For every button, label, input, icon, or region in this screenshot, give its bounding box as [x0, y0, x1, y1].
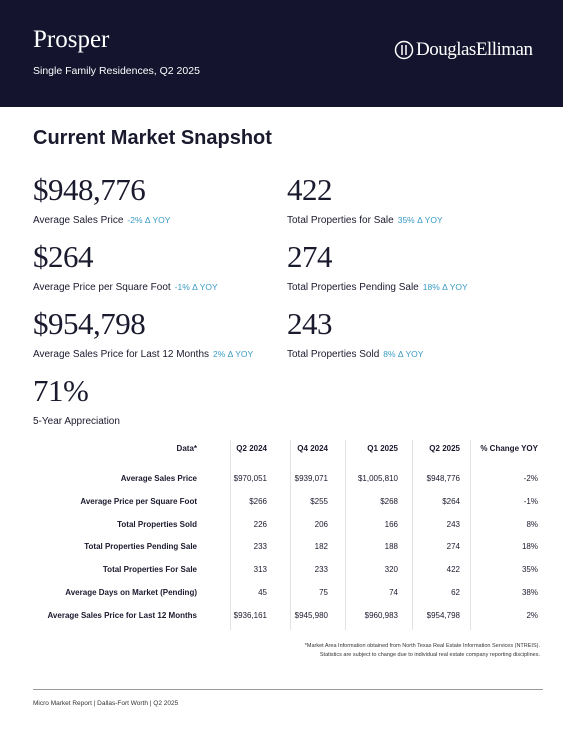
metric-value: $264: [33, 239, 94, 274]
table-header: Q1 2025: [367, 444, 398, 453]
metric-label: Average Sales Price: [33, 215, 124, 226]
metric-change: -1% Δ YOY: [174, 282, 218, 292]
table-cell: 274: [446, 542, 460, 552]
table-cell: 8%: [526, 519, 538, 529]
table-cell: $936,161: [233, 610, 267, 620]
metric-label: Total Properties Pending Sale: [287, 282, 419, 293]
row-label: Average Days on Market (Pending): [65, 588, 197, 597]
footer-rule: [33, 689, 543, 690]
table-cell: $954,798: [426, 610, 460, 620]
metric-label: Average Sales Price for Last 12 Months: [33, 349, 210, 360]
table-cell: 206: [314, 519, 328, 529]
table-header: % Change YOY: [480, 444, 538, 453]
metric-label-row: Average Sales Price for Last 12 Months 2%…: [33, 344, 253, 362]
metric-change: 35% Δ YOY: [397, 215, 443, 225]
table-cell: 45: [258, 588, 267, 597]
header-band: [0, 0, 563, 107]
logo-icon: [394, 40, 414, 60]
brand: DouglasElliman: [416, 39, 533, 60]
row-label: Average Sales Price for Last 12 Months: [47, 610, 197, 620]
column-separator: [412, 440, 413, 630]
title: Prosper: [33, 26, 110, 53]
footer: Micro Market Report | Dallas-Fort Worth …: [33, 700, 179, 707]
table-cell: 182: [314, 542, 328, 552]
table-header: Q2 2024: [236, 444, 267, 453]
table-cell: 243: [446, 519, 460, 529]
row-label: Total Properties For Sale: [102, 565, 197, 575]
column-separator: [290, 440, 291, 630]
column-separator: [230, 440, 231, 630]
section-title: Current Market Snapshot: [33, 127, 272, 149]
metric-label-row: Total Properties Pending Sale 18% Δ YOY: [287, 277, 468, 295]
row-label: Average Sales Price: [120, 474, 197, 483]
metric-label: Total Properties for Sale: [287, 215, 394, 226]
column-separator: [345, 440, 346, 630]
table-cell: 62: [451, 588, 460, 597]
metric-label-row: Average Sales Price -2% Δ YOY: [33, 210, 170, 228]
table-cell: $255: [310, 496, 328, 506]
table-cell: 35%: [521, 565, 538, 575]
metric-value: $954,798: [33, 306, 146, 341]
table-cell: $268: [380, 496, 398, 506]
table-cell: 74: [389, 588, 398, 597]
table-header: Data*: [176, 444, 197, 453]
table-cell: 75: [319, 588, 328, 597]
table-cell: $945,980: [294, 610, 328, 620]
metric-value: $948,776: [33, 172, 146, 207]
metric-value: 71%: [33, 373, 89, 408]
metric-change: 8% Δ YOY: [383, 349, 424, 359]
metric-label-row: Total Properties Sold 8% Δ YOY: [287, 344, 423, 362]
metric-label-row: Total Properties for Sale 35% Δ YOY: [287, 210, 443, 228]
table-cell: $264: [442, 496, 460, 506]
row-label: Average Price per Square Foot: [80, 496, 197, 506]
table-cell: 18%: [521, 542, 538, 552]
metric-label: Average Price per Square Foot: [33, 282, 171, 293]
table-cell: $266: [249, 496, 267, 506]
metric-value: 274: [287, 239, 333, 274]
table-cell: $960,983: [364, 610, 398, 620]
footnote-1: *Market Area Information obtained from N…: [304, 643, 540, 649]
table-cell: 422: [446, 565, 460, 575]
table-cell: -1%: [523, 496, 538, 506]
metric-change: 18% Δ YOY: [422, 282, 468, 292]
table-cell: 166: [384, 519, 398, 529]
table-cell: $939,071: [294, 474, 328, 483]
table-cell: -2%: [523, 474, 538, 483]
table-cell: 226: [253, 519, 267, 529]
metric-value: 243: [287, 306, 333, 341]
row-label: Total Properties Sold: [117, 519, 197, 529]
metric-label-row: 5-Year Appreciation: [33, 411, 120, 429]
metric-label: Total Properties Sold: [287, 349, 380, 360]
metric-label-row: Average Price per Square Foot -1% Δ YOY: [33, 277, 218, 295]
table-cell: $1,005,810: [357, 474, 398, 483]
table-cell: 188: [384, 542, 398, 552]
footnote-2: Statistics are subject to change due to …: [319, 652, 540, 658]
metric-change: 2% Δ YOY: [213, 349, 254, 359]
table-cell: 233: [253, 542, 267, 552]
table-cell: 2%: [526, 610, 538, 620]
table-cell: $970,051: [233, 474, 267, 483]
column-separator: [470, 440, 471, 630]
metric-value: 422: [287, 172, 333, 207]
table-cell: 233: [314, 565, 328, 575]
table-cell: 320: [384, 565, 398, 575]
subtitle: Single Family Residences, Q2 2025: [33, 65, 200, 77]
table-header: Q2 2025: [429, 444, 460, 453]
metric-label: 5-Year Appreciation: [33, 416, 120, 427]
table-cell: $948,776: [426, 474, 460, 483]
table-cell: 313: [253, 565, 267, 575]
table-header: Q4 2024: [297, 444, 328, 453]
table-cell: 38%: [521, 588, 538, 597]
row-label: Total Properties Pending Sale: [84, 542, 197, 552]
metric-change: -2% Δ YOY: [127, 215, 171, 225]
